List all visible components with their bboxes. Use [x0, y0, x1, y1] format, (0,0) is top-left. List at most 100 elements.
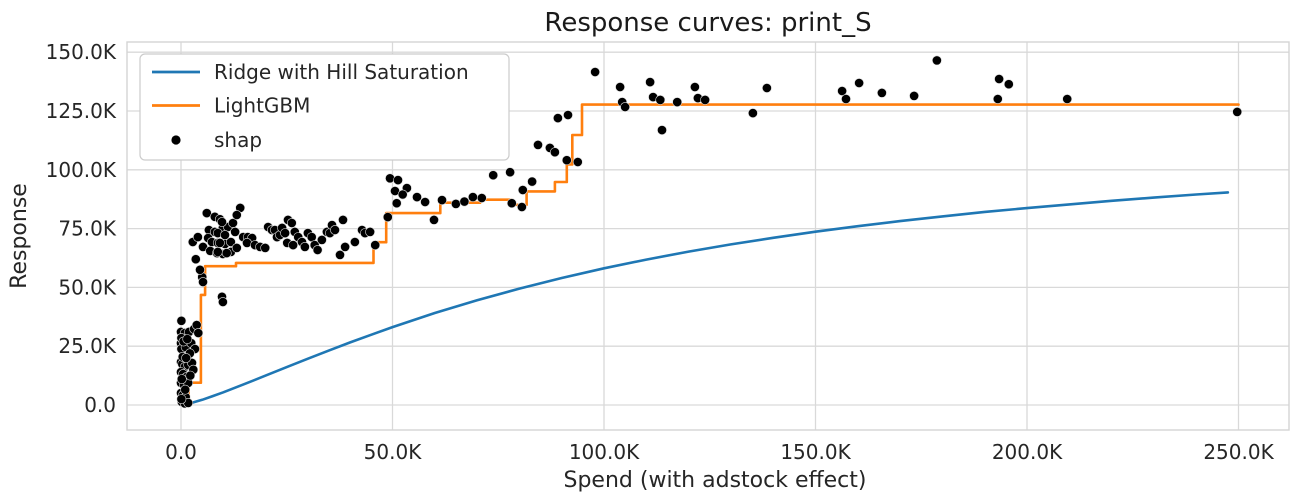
- shap-point: [655, 95, 666, 105]
- shap-point: [176, 394, 187, 404]
- shap-point: [506, 198, 517, 209]
- legend-shap-swatch-dot: [171, 135, 181, 145]
- shap-point: [391, 198, 402, 209]
- chart-title: Response curves: print_S: [544, 8, 871, 38]
- shap-point: [231, 210, 242, 220]
- shap-point: [1062, 94, 1073, 104]
- shap-point: [932, 55, 942, 66]
- shap-point: [260, 242, 271, 253]
- y-tick-label: 150.0K: [46, 40, 117, 64]
- shap-point: [517, 202, 527, 212]
- shap-point: [437, 195, 447, 205]
- legend-box: [139, 53, 510, 161]
- shap-point: [748, 108, 758, 118]
- shap-point: [365, 226, 375, 237]
- y-tick-labels: 0.0 25.0K 50.0K 75.0K 100.0K 125.0K 150.0K: [46, 40, 117, 417]
- shap-point: [330, 225, 340, 235]
- shap-point: [467, 192, 478, 202]
- y-tick-label: 100.0K: [46, 158, 117, 182]
- shap-point: [385, 173, 395, 184]
- shap-point: [231, 242, 242, 253]
- x-tick-label: 0.0: [165, 440, 197, 464]
- shap-point: [182, 334, 193, 344]
- shap-point: [1232, 107, 1243, 117]
- shap-point: [340, 241, 350, 252]
- y-tick-label: 50.0K: [58, 275, 117, 299]
- shap-point: [176, 315, 187, 326]
- shap-point: [837, 86, 847, 96]
- shap-point: [338, 214, 348, 225]
- y-tick-label: 25.0K: [58, 334, 117, 358]
- y-tick-label: 75.0K: [58, 217, 117, 241]
- shap-point: [590, 67, 600, 77]
- shap-point: [854, 78, 864, 88]
- y-tick-label: 0.0: [84, 393, 116, 417]
- shap-point: [335, 249, 345, 260]
- shap-point: [230, 226, 240, 237]
- shap-point: [841, 94, 851, 104]
- x-tick-label: 150.0K: [780, 440, 851, 464]
- shap-point: [370, 240, 381, 250]
- shap-point: [192, 232, 203, 242]
- legend-shap-label: shap: [214, 128, 262, 152]
- shap-point: [217, 217, 227, 227]
- shap-point: [214, 237, 225, 248]
- legend-lightgbm-label: LightGBM: [214, 94, 310, 118]
- shap-point: [553, 113, 563, 123]
- x-tick-labels: 0.0 50.0K 100.0K 150.0K 200.0K 250.0K: [165, 440, 1274, 464]
- shap-point: [198, 277, 208, 287]
- shap-point: [181, 353, 191, 363]
- shap-point: [527, 176, 537, 187]
- plot-border: [126, 41, 1290, 431]
- shap-point: [420, 197, 430, 207]
- shap-point: [193, 328, 204, 338]
- shap-point: [533, 139, 543, 150]
- shap-point: [288, 240, 298, 250]
- shap-point: [620, 102, 630, 112]
- shap-point: [615, 82, 625, 92]
- legend-ridge-label: Ridge with Hill Saturation: [214, 60, 469, 84]
- y-tick-label: 125.0K: [46, 99, 117, 123]
- shap-point: [217, 297, 228, 307]
- shap-point: [563, 110, 573, 120]
- shap-point: [316, 234, 327, 245]
- shap-point: [286, 218, 297, 228]
- shap-point: [877, 88, 887, 98]
- shap-point: [550, 147, 560, 158]
- shap-point: [994, 74, 1004, 84]
- shap-point: [201, 208, 212, 218]
- shap-scatter-series: [176, 55, 1243, 409]
- x-tick-label: 200.0K: [992, 440, 1063, 464]
- x-tick-label: 100.0K: [569, 440, 640, 464]
- shap-point: [672, 97, 683, 107]
- shap-point: [280, 228, 290, 238]
- x-tick-label: 250.0K: [1203, 440, 1274, 464]
- shap-point: [412, 192, 422, 202]
- shap-point: [221, 248, 232, 258]
- shap-point: [572, 157, 583, 167]
- shap-point: [762, 83, 772, 93]
- shap-point: [459, 196, 470, 207]
- shap-point: [429, 214, 439, 225]
- shap-point: [476, 193, 487, 203]
- ridge-curve: [179, 191, 1230, 407]
- shap-point: [700, 95, 710, 105]
- shap-point: [657, 125, 667, 136]
- y-axis-label: Response: [7, 183, 32, 289]
- shap-point: [505, 167, 515, 178]
- shap-point: [225, 237, 236, 247]
- shap-point: [517, 185, 528, 195]
- shap-point: [312, 245, 323, 255]
- shap-point: [180, 384, 191, 395]
- legend: Ridge with Hill Saturation LightGBM shap: [139, 53, 510, 161]
- shap-point: [450, 198, 461, 209]
- x-tick-label: 50.0K: [364, 440, 423, 464]
- shap-point: [488, 170, 499, 181]
- shap-point: [176, 374, 187, 384]
- shap-point: [349, 237, 360, 247]
- shap-point: [212, 246, 223, 257]
- shap-point: [690, 82, 700, 92]
- shap-point: [195, 264, 205, 275]
